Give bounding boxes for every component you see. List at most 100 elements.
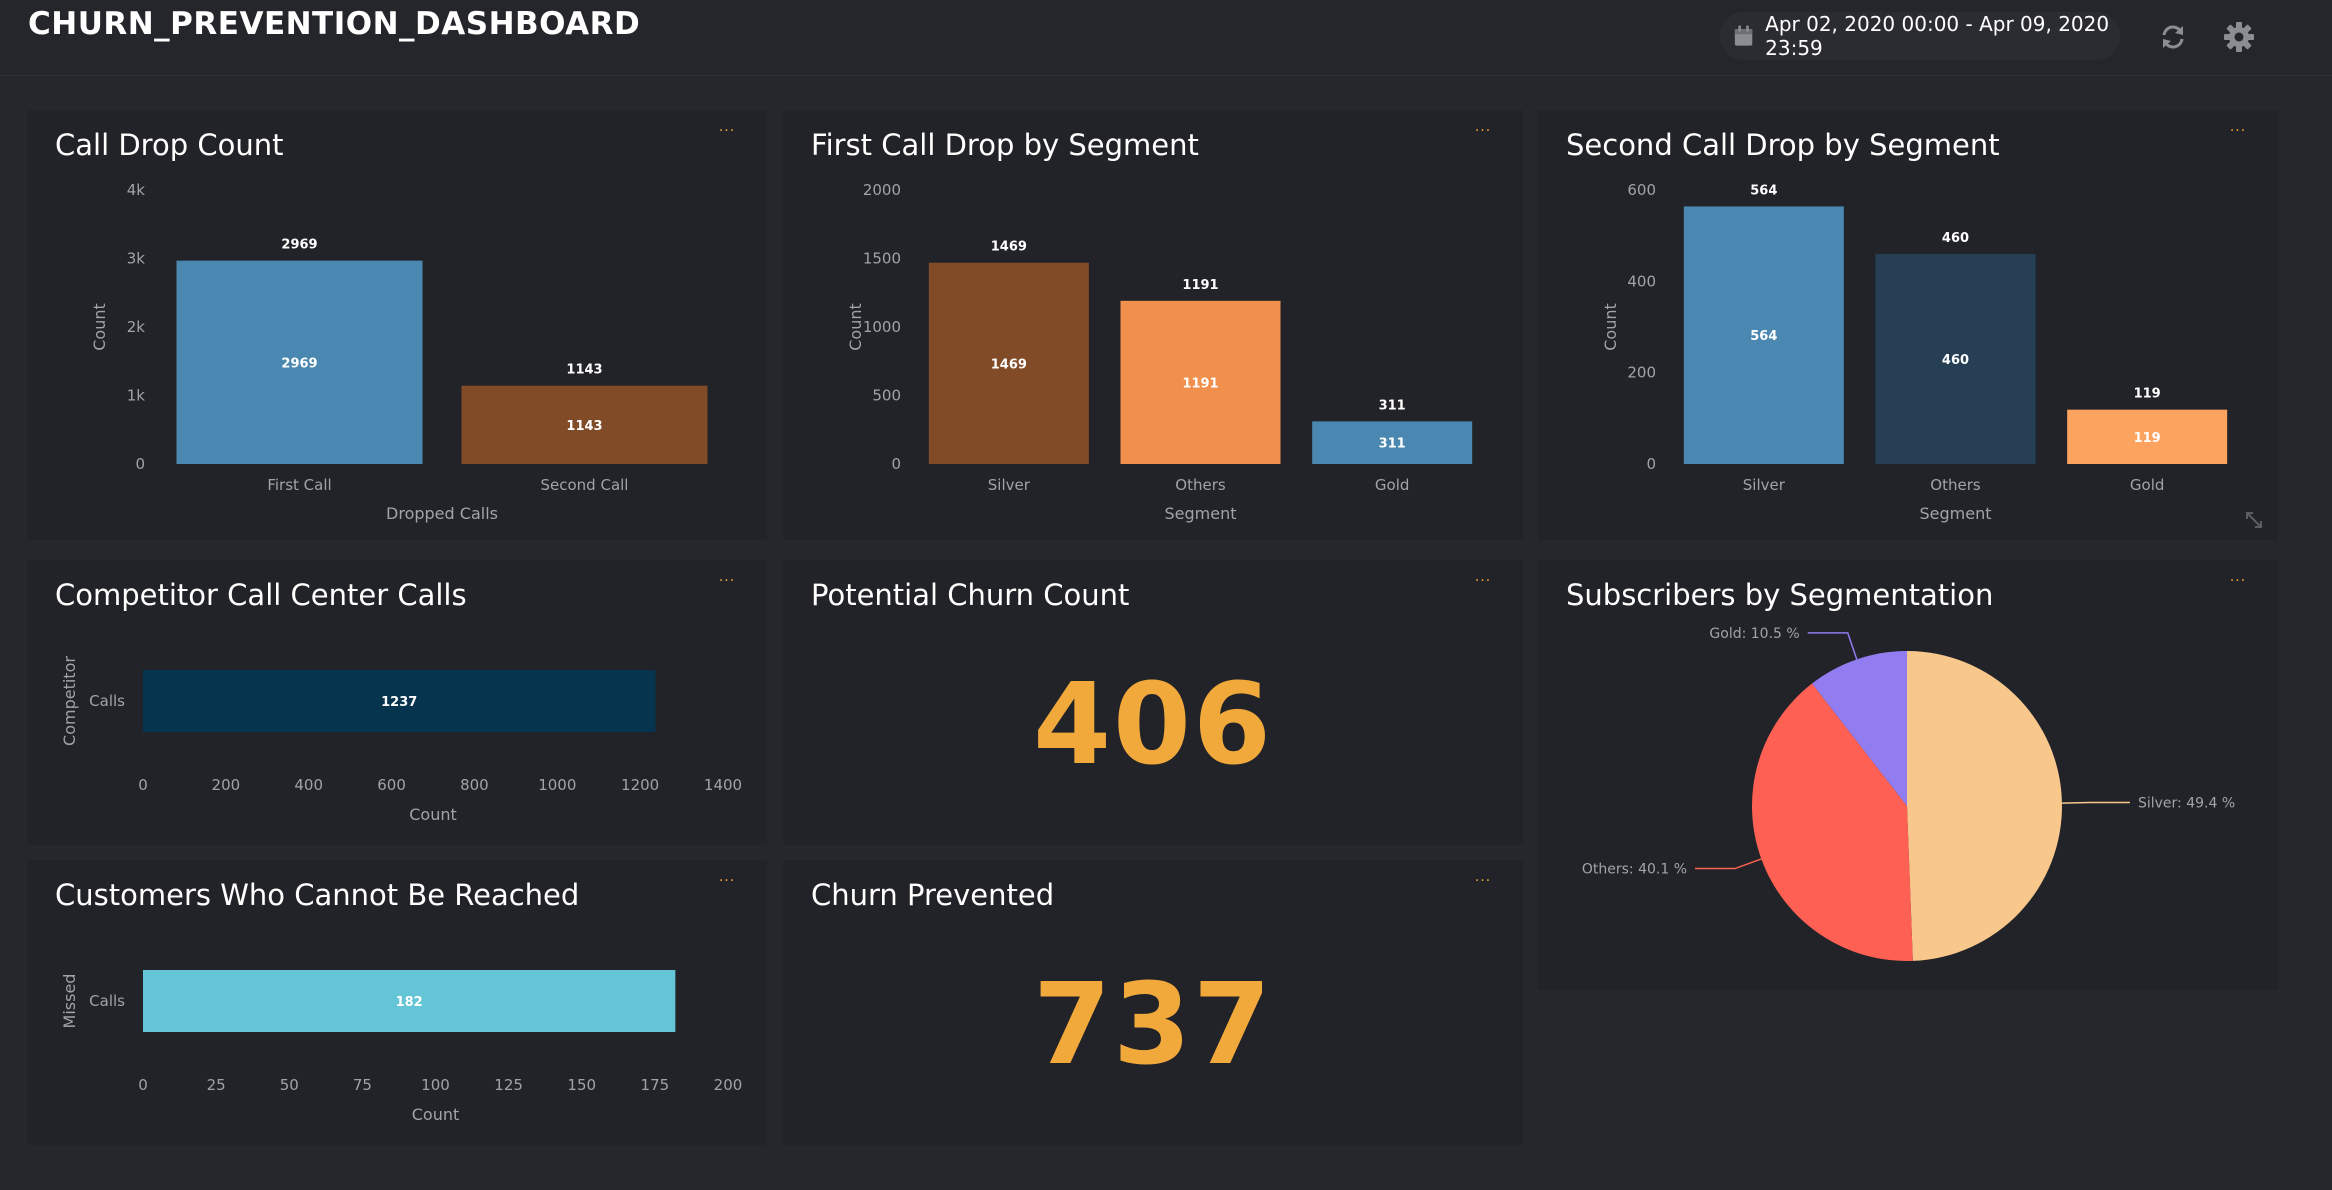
competitor-calls-chart: 0 200 400 600 800 1000 1200 1400 Count Competitor… [60,656,742,824]
first-call-drop-panel: First Call Drop by Segment ··· 0 500 1000 1… [783,110,1523,540]
y-tick-label: Calls [89,692,125,710]
pie-slice [1752,683,1913,961]
panel-menu-button[interactable]: ··· [1474,573,1492,589]
top-bar: CHURN_PREVENTION_DASHBOARD Apr 02, 2020 … [0,0,2332,76]
x-axis-title: Dropped Calls [386,504,498,523]
refresh-button[interactable] [2150,14,2196,60]
y-tick-label: 600 [1627,181,1656,199]
panel-menu-button[interactable]: ··· [718,873,736,889]
bar-value-label: 311 [1379,398,1406,413]
panel-title: Potential Churn Count [811,578,1130,612]
bar [1312,421,1473,464]
y-tick-label: 0 [135,455,145,473]
bar-inner-label: 1143 [566,419,602,434]
y-tick-label: 200 [1627,364,1656,382]
subscribers-pie-chart: Silver: 49.4 % Others: 40.1 % Gold: 10.5 % [1582,626,2235,961]
y-tick-label: 400 [1627,272,1656,290]
panel-title: Second Call Drop by Segment [1566,128,2000,162]
churn-prevented-panel: Churn Prevented ··· 737 [783,860,1523,1145]
x-tick-label: 25 [207,1076,226,1094]
bar [2067,409,2228,464]
panel-menu-button[interactable]: ··· [718,573,736,589]
panel-menu-button[interactable]: ··· [1474,873,1492,889]
pie-slice [1907,651,2062,961]
bar-inner-label: 564 [1750,329,1777,344]
panel-title: First Call Drop by Segment [811,128,1199,162]
y-tick-label: 0 [1646,455,1656,473]
y-tick-label: 2k [127,318,146,336]
second-call-drop-chart: 0 200 400 600 Count 564 564 Silver 460 460 Others 1… [1601,181,2228,523]
pie-leader-line [1695,858,1762,870]
x-tick-label: 150 [567,1076,596,1094]
date-range-picker[interactable]: Apr 02, 2020 00:00 - Apr 09, 2020 23:59 [1720,12,2120,60]
x-tick-label: Others [1175,476,1226,494]
bar [1120,300,1281,464]
y-axis-title: Count [90,303,109,351]
second-call-drop-panel: Second Call Drop by Segment ··· 0 200 400 6… [1538,110,2278,540]
x-tick-label: 0 [138,776,148,794]
x-tick-label: 50 [280,1076,299,1094]
resize-icon[interactable] [2244,510,2264,530]
bar-inner-label: 182 [396,995,423,1010]
y-tick-label: 1k [127,387,146,405]
panel-menu-button[interactable]: ··· [2229,573,2247,589]
settings-button[interactable] [2216,14,2262,60]
bar-value-label: 119 [2134,387,2161,402]
x-axis-title: Count [409,805,457,824]
x-tick-label: 600 [377,776,406,794]
y-tick-label: 1500 [863,250,901,268]
gear-icon [2224,22,2254,52]
y-axis-title: Competitor [60,656,79,746]
x-tick-label: 125 [494,1076,523,1094]
bar-value-label: 1469 [991,240,1027,255]
churn-prevented-value: 737 [1033,960,1273,1090]
pie-leader-line [2061,801,2130,804]
x-tick-label: Second Call [541,476,629,494]
competitor-calls-panel: Competitor Call Center Calls ··· 0 200 400… [27,560,767,845]
potential-churn-value: 406 [1033,660,1273,790]
panel-title: Subscribers by Segmentation [1566,578,1994,612]
y-axis-title: Missed [60,974,79,1029]
x-tick-label: Gold [1375,476,1410,494]
bar [461,385,708,464]
y-tick-label: 500 [872,387,901,405]
x-tick-label: 800 [460,776,489,794]
bar-value-label: 1191 [1182,278,1218,293]
panel-menu-button[interactable]: ··· [2229,123,2247,139]
dashboard-title: CHURN_PREVENTION_DASHBOARD [28,6,641,42]
x-tick-label: Gold [2130,476,2165,494]
bar-value-label: 564 [1750,183,1777,198]
x-axis-title: Segment [1920,504,1992,523]
x-tick-label: 400 [294,776,323,794]
y-tick-label: 2000 [863,181,901,199]
x-tick-label: Others [1930,476,1981,494]
refresh-icon [2162,25,2184,49]
bar [176,260,423,464]
panel-menu-button[interactable]: ··· [718,123,736,139]
x-tick-label: 0 [138,1076,148,1094]
bar [1875,253,2036,464]
bar-inner-label: 2969 [281,356,317,371]
potential-churn-panel: Potential Churn Count ··· 406 [783,560,1523,845]
call-drop-chart: 0 1k 2k 3k 4k Count 2969 2969 First Call 1143 1143… [90,181,708,523]
bar-inner-label: 460 [1942,353,1969,368]
pie-label: Gold: 10.5 % [1709,626,1799,642]
y-axis-title: Count [846,303,865,351]
x-tick-label: 175 [641,1076,670,1094]
panel-title: Customers Who Cannot Be Reached [55,878,580,912]
calendar-icon [1734,25,1753,46]
bar-value-label: 1143 [566,363,602,378]
bar-inner-label: 1469 [991,357,1027,372]
panel-title: Churn Prevented [811,878,1055,912]
x-tick-label: 1000 [538,776,576,794]
panel-title: Competitor Call Center Calls [55,578,467,612]
y-tick-label: 1000 [863,318,901,336]
x-tick-label: 200 [212,776,241,794]
panel-menu-button[interactable]: ··· [1474,123,1492,139]
x-tick-label: First Call [267,476,331,494]
x-tick-label: 1400 [704,776,742,794]
y-tick-label: 3k [127,250,146,268]
x-tick-label: 200 [714,1076,743,1094]
bar [143,670,656,732]
unreached-customers-chart: 0 25 50 75 100 125 150 175 200 Count Missed 182 Call… [60,970,743,1124]
